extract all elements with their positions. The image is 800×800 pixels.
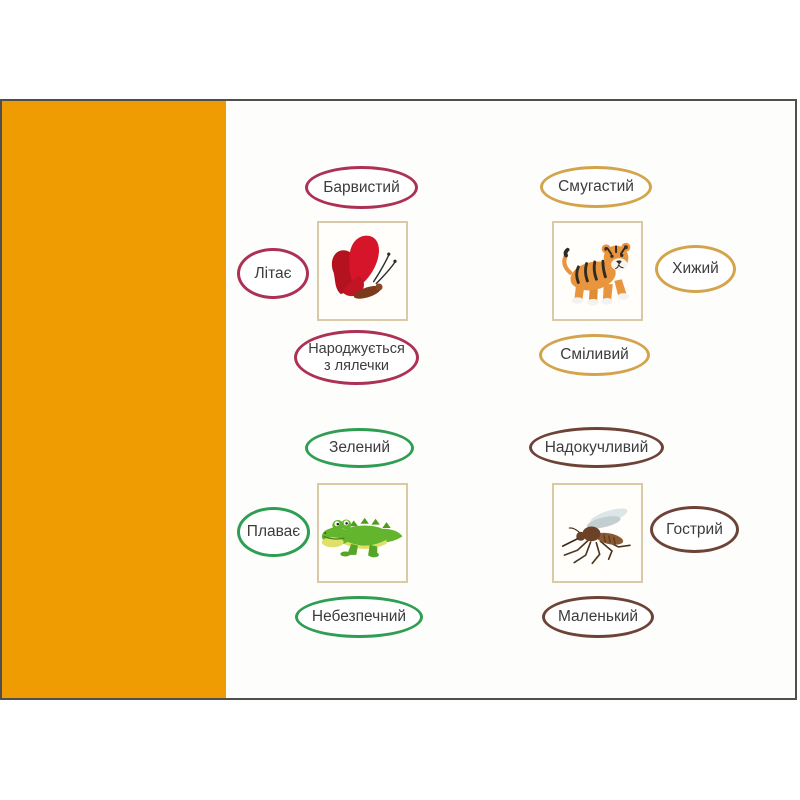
label-text: Смугастий xyxy=(558,178,634,196)
crocodile-image-box[interactable] xyxy=(317,483,408,583)
label-oval-nadokuchlyvyi[interactable]: Надокучливий xyxy=(529,427,664,468)
label-oval-nebezpechnyi[interactable]: Небезпечний xyxy=(295,596,423,638)
mosquito-image-box[interactable] xyxy=(552,483,643,583)
label-oval-khyzhyi[interactable]: Хижий xyxy=(655,245,736,293)
tiger-image-box[interactable] xyxy=(552,221,643,321)
mosquito-icon xyxy=(561,508,631,565)
crocodile-icon xyxy=(321,517,402,558)
label-oval-smuhastyi[interactable]: Смугастий xyxy=(540,166,652,208)
label-text: Надокучливий xyxy=(544,438,649,456)
label-text: Барвистий xyxy=(323,178,400,196)
label-oval-hostryi[interactable]: Гострий xyxy=(650,506,739,553)
label-text: Небезпечний xyxy=(311,608,407,626)
label-text: Плаває xyxy=(246,523,301,541)
label-text: Гострий xyxy=(666,520,723,538)
label-oval-smilyvyi[interactable]: Сміливий xyxy=(539,334,650,376)
label-text: Маленький xyxy=(557,608,639,626)
butterfly-image-box[interactable] xyxy=(317,221,408,321)
orange-sidebar-band xyxy=(2,101,226,698)
label-oval-zelenyi[interactable]: Зелений xyxy=(305,428,414,468)
label-text: Літає xyxy=(254,264,292,282)
label-oval-litaie[interactable]: Літає xyxy=(237,248,309,299)
label-oval-malenkyi[interactable]: Маленький xyxy=(542,596,654,638)
tiger-icon xyxy=(561,242,630,306)
label-text: Хижий xyxy=(672,260,719,278)
butterfly-icon xyxy=(331,235,397,299)
label-text: Зелений xyxy=(328,439,390,457)
label-oval-narodzhuietsia[interactable]: Народжується з лялечки xyxy=(294,330,419,385)
label-text: Сміливий xyxy=(560,346,629,364)
label-oval-barvystyi[interactable]: Барвистий xyxy=(305,166,418,209)
label-oval-plavaie[interactable]: Плаває xyxy=(237,507,310,557)
label-text: Народжується з лялечки xyxy=(308,341,405,374)
